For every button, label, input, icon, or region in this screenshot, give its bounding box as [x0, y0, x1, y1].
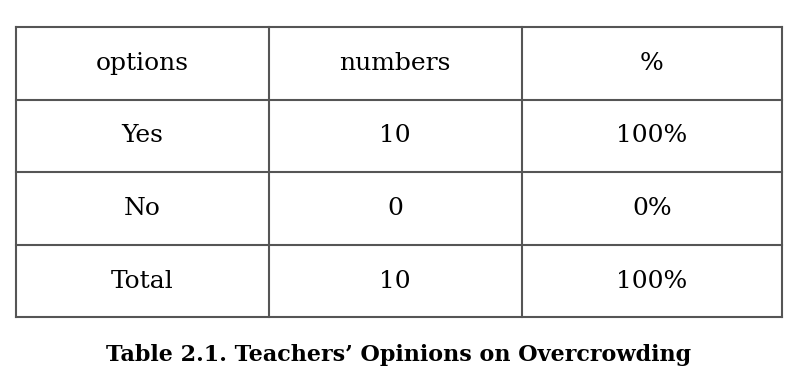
Text: 0%: 0% [632, 197, 672, 220]
Text: 0: 0 [387, 197, 403, 220]
Text: No: No [124, 197, 161, 220]
Text: Yes: Yes [121, 125, 164, 147]
Text: %: % [640, 52, 664, 75]
Text: 100%: 100% [616, 270, 687, 293]
Text: Total: Total [111, 270, 174, 293]
Text: 100%: 100% [616, 125, 687, 147]
Text: options: options [96, 52, 189, 75]
Text: numbers: numbers [339, 52, 451, 75]
Text: Table 2.1. Teachers’ Opinions on Overcrowding: Table 2.1. Teachers’ Opinions on Overcro… [106, 344, 692, 366]
Text: 10: 10 [379, 125, 411, 147]
Text: 10: 10 [379, 270, 411, 293]
